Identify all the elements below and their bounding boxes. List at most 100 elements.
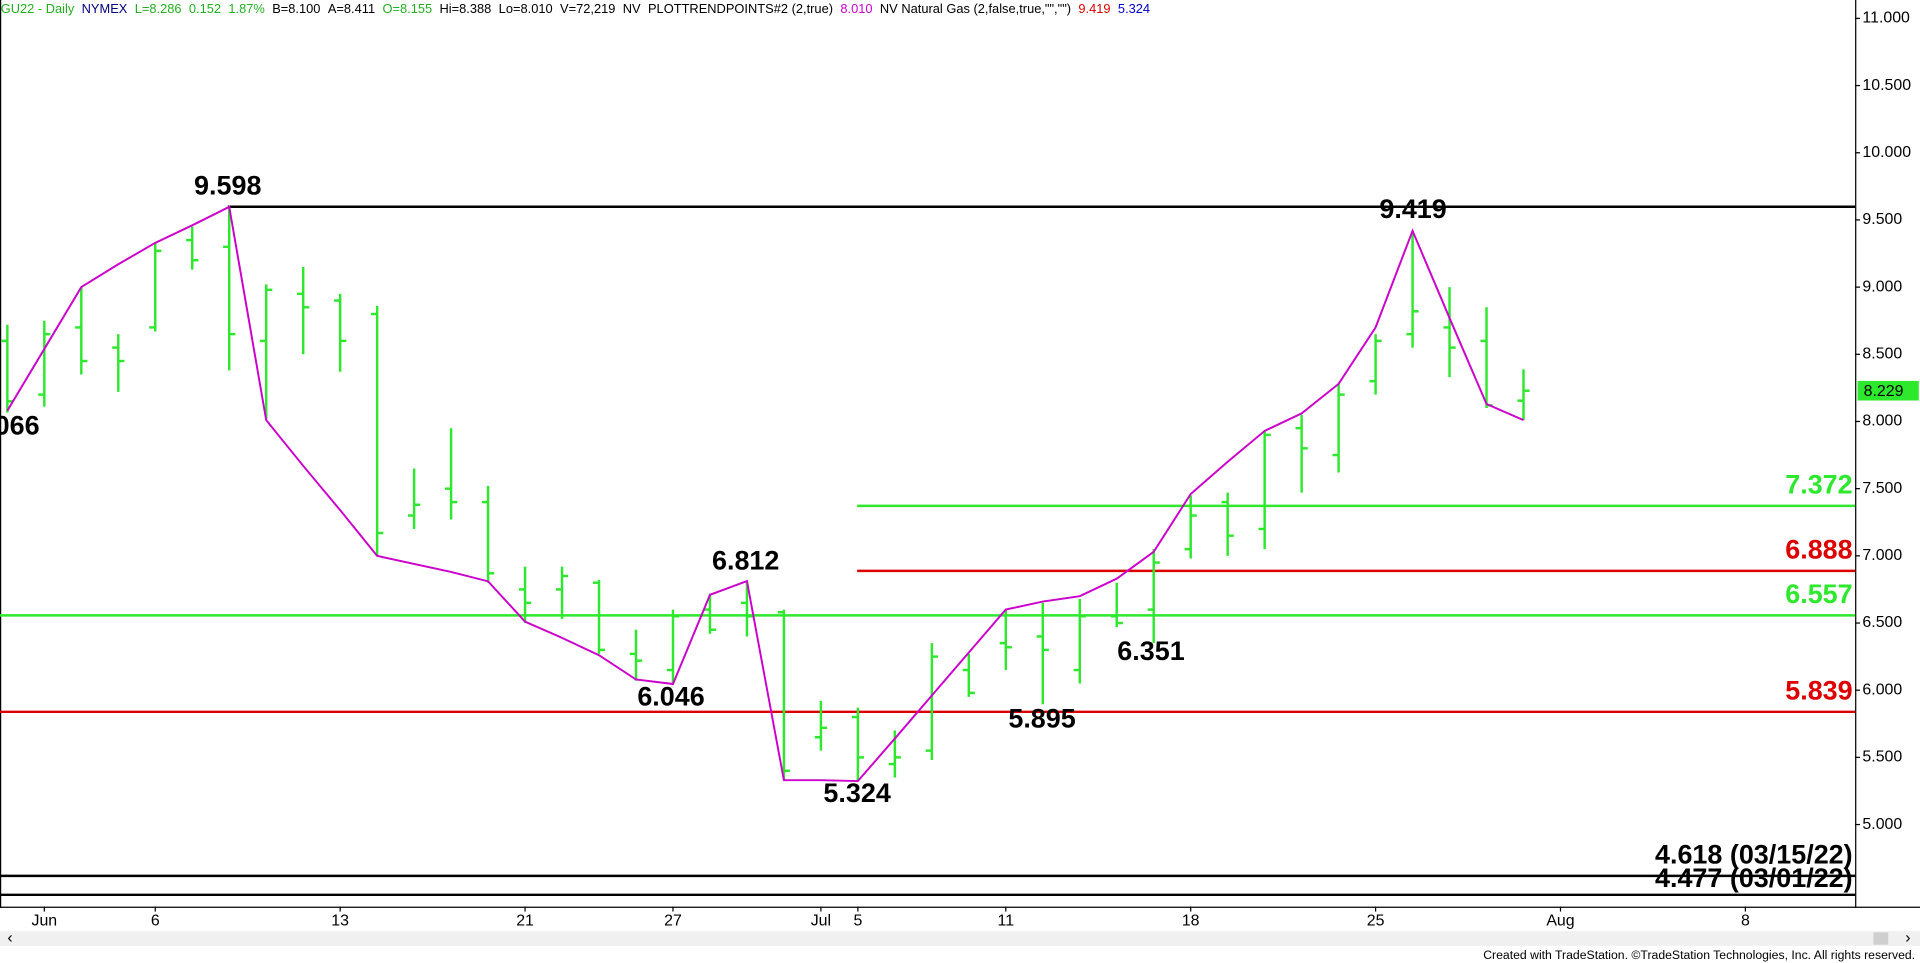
y-tick-label: 6.500 xyxy=(1862,614,1902,631)
ohlc-bar xyxy=(1221,492,1234,556)
scrollbar-thumb[interactable] xyxy=(1873,932,1889,945)
last-price-label: 8.229 xyxy=(1864,383,1904,400)
ohlc-bar xyxy=(1184,495,1197,559)
x-tick-label: 11 xyxy=(998,913,1015,930)
ohlc-bar xyxy=(297,266,310,355)
y-tick-label: 7.000 xyxy=(1862,547,1902,564)
ohlc-bar xyxy=(740,581,754,637)
x-tick-label: 27 xyxy=(664,913,682,930)
ohlc-bar xyxy=(999,609,1012,671)
pivot-label: 066 xyxy=(0,411,40,441)
y-tick-label: 7.500 xyxy=(1862,480,1902,497)
ohlc-bar xyxy=(629,629,643,681)
level-label: 6.888 xyxy=(1785,534,1852,564)
ohlc-bar xyxy=(260,284,273,419)
header-item: B=8.100 xyxy=(272,1,320,16)
ohlc-bar xyxy=(334,293,347,372)
ohlc-bar xyxy=(149,242,162,332)
y-tick-label: 8.000 xyxy=(1862,413,1902,430)
ohlc-bar xyxy=(1443,287,1456,378)
pivot-label: 5.324 xyxy=(823,778,890,808)
header-item: V=72,219 xyxy=(560,1,615,16)
header-item: O=8.155 xyxy=(382,1,432,16)
y-tick-label: 8.500 xyxy=(1862,346,1902,363)
ohlc-bar xyxy=(1110,582,1123,628)
pivot-label: 9.419 xyxy=(1379,194,1446,224)
y-tick-label: 10.000 xyxy=(1862,144,1911,161)
header-item: NV Natural Gas (2,false,true,"","") xyxy=(880,1,1071,16)
x-tick-label: 5 xyxy=(853,913,862,930)
header-item: Hi=8.388 xyxy=(440,1,492,16)
ohlc-bar xyxy=(555,566,569,619)
level-label: 5.839 xyxy=(1785,675,1852,705)
ohlc-bar xyxy=(814,700,828,751)
ohlc-bar xyxy=(186,226,199,270)
x-tick-label: 6 xyxy=(151,913,160,930)
footer: Created with TradeStation. ©TradeStation… xyxy=(1483,948,1915,962)
ohlc-bar xyxy=(1517,369,1530,421)
header-item: 5.324 xyxy=(1118,1,1150,16)
y-tick-label: 6.000 xyxy=(1862,681,1902,698)
ohlc-bar xyxy=(962,653,975,697)
level-label: 4.618 (03/15/22) xyxy=(1655,839,1853,869)
ohlc-bar xyxy=(1295,414,1308,493)
header-item: NV xyxy=(623,1,641,16)
header-item: 9.419 xyxy=(1078,1,1110,16)
ohlc-bar xyxy=(1036,602,1049,705)
x-tick-label: 8 xyxy=(1741,913,1750,930)
ohlc-bar xyxy=(1406,230,1419,348)
ohlc-bar xyxy=(851,707,864,782)
pivot-label: 6.046 xyxy=(637,681,704,711)
ohlc-bar xyxy=(1073,598,1086,684)
header-item: 1.87% xyxy=(228,1,264,16)
scroll-left[interactable]: ‹ xyxy=(7,930,12,947)
ohlc-bar xyxy=(408,468,421,529)
level-label: 4.477 (03/01/22) xyxy=(1655,863,1853,893)
ohlc-bar xyxy=(1147,549,1160,644)
ohlc-bar xyxy=(925,643,938,761)
ohlc-bar xyxy=(112,334,125,392)
header: NGU22 - Daily NYMEX L=8.286 0.152 1.87% B=8.1… xyxy=(0,1,1150,16)
y-tick-label: 5.000 xyxy=(1862,816,1902,833)
ohlc-bar xyxy=(592,580,606,654)
x-tick-label: 13 xyxy=(331,913,349,930)
x-tick-label: Jun xyxy=(32,913,58,930)
ohlc-bar xyxy=(481,485,495,583)
last-price-box xyxy=(1857,380,1919,401)
level-label: 7.372 xyxy=(1785,469,1852,499)
level-label: 6.557 xyxy=(1785,579,1852,609)
ohlc-bar xyxy=(666,609,680,685)
header-item: PLOTTRENDPOINTS#2 (2,true) xyxy=(648,1,833,16)
y-tick-label: 10.500 xyxy=(1862,77,1911,94)
y-tick-label: 9.500 xyxy=(1862,211,1902,228)
pivot-label: 6.351 xyxy=(1117,636,1184,666)
y-tick-label: 9.000 xyxy=(1862,278,1902,295)
scrollbar-track[interactable] xyxy=(0,931,1920,946)
pivot-label: 5.895 xyxy=(1008,704,1075,734)
ohlc-bar xyxy=(75,287,88,375)
pivot-label: 9.598 xyxy=(194,171,261,201)
ohlc-bar xyxy=(1258,430,1271,550)
x-tick-label: Aug xyxy=(1546,913,1574,930)
header-item: Lo=8.010 xyxy=(499,1,553,16)
header-item: A=8.411 xyxy=(328,1,375,16)
trend-line xyxy=(6,205,1524,783)
header-item: 0.152 xyxy=(189,1,221,16)
ohlc-bar xyxy=(223,206,236,371)
y-tick-label: 5.500 xyxy=(1862,749,1902,766)
pivot-label: 6.812 xyxy=(712,545,779,575)
ohlc-bar xyxy=(38,320,51,407)
header-item: NYMEX xyxy=(82,1,128,16)
y-tick-label: 11.000 xyxy=(1862,10,1910,27)
ohlc-bar xyxy=(518,566,532,624)
ohlc-bar xyxy=(371,305,384,556)
scrollbar[interactable]: ‹ › xyxy=(0,930,1920,947)
x-tick-label: 18 xyxy=(1182,913,1200,930)
ohlc-bar xyxy=(1332,383,1345,473)
x-tick-label: Jul xyxy=(811,913,831,930)
header-item: 8.010 xyxy=(840,1,872,16)
scroll-right[interactable]: › xyxy=(1905,930,1910,947)
header-item: NGU22 - Daily xyxy=(0,1,75,16)
